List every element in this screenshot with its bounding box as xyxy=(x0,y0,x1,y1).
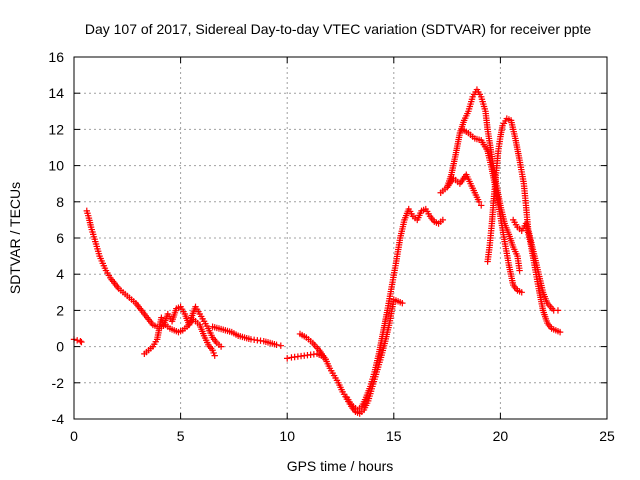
y-tick-label: 8 xyxy=(56,194,64,210)
data-point xyxy=(399,299,406,307)
data-point xyxy=(554,307,562,314)
x-tick-label: 20 xyxy=(493,428,509,444)
data-point xyxy=(273,341,280,348)
y-tick-label: 2 xyxy=(56,302,64,318)
data-series xyxy=(484,115,562,314)
x-axis-title: GPS time / hours xyxy=(287,458,394,474)
x-tick-label: 15 xyxy=(386,428,402,444)
data-point xyxy=(439,216,447,224)
data-point xyxy=(556,328,564,336)
x-tick-label: 0 xyxy=(70,428,78,444)
y-tick-label: -4 xyxy=(52,411,65,427)
y-axis-title: SDTVAR / TECUs xyxy=(7,182,23,294)
y-tick-label: 10 xyxy=(48,158,64,174)
data-series xyxy=(343,205,447,414)
data-series xyxy=(209,323,285,349)
tick-labels: 0 5 10 15 20 25 -4 -2 0 2 4 6 8 10 12 14 16 xyxy=(48,49,615,444)
data-marks xyxy=(70,86,564,417)
data-point xyxy=(475,198,483,205)
data-point xyxy=(217,343,225,350)
y-tick-label: 6 xyxy=(56,230,64,246)
data-point xyxy=(73,337,81,344)
data-point xyxy=(478,202,485,209)
x-tick-label: 5 xyxy=(177,428,185,444)
data-point xyxy=(211,352,218,359)
axis-ticks xyxy=(73,56,608,420)
y-tick-label: 0 xyxy=(56,339,64,355)
data-point xyxy=(78,338,85,346)
data-point xyxy=(277,342,285,349)
x-tick-label: 25 xyxy=(599,428,615,444)
data-point xyxy=(518,289,525,296)
y-tick-label: 14 xyxy=(48,85,64,101)
y-tick-label: 16 xyxy=(48,49,64,65)
data-point xyxy=(77,337,84,345)
y-tick-label: -2 xyxy=(52,375,65,391)
data-point xyxy=(284,355,291,362)
x-tick-label: 10 xyxy=(279,428,295,444)
y-tick-label: 4 xyxy=(56,266,64,282)
data-series xyxy=(83,207,218,359)
chart-title: Day 107 of 2017, Sidereal Day-to-day VTE… xyxy=(85,21,592,37)
data-series xyxy=(437,171,485,209)
data-series xyxy=(141,303,225,358)
data-series xyxy=(70,336,85,346)
y-tick-label: 12 xyxy=(48,121,64,137)
data-point xyxy=(516,267,523,274)
data-series xyxy=(509,216,564,336)
